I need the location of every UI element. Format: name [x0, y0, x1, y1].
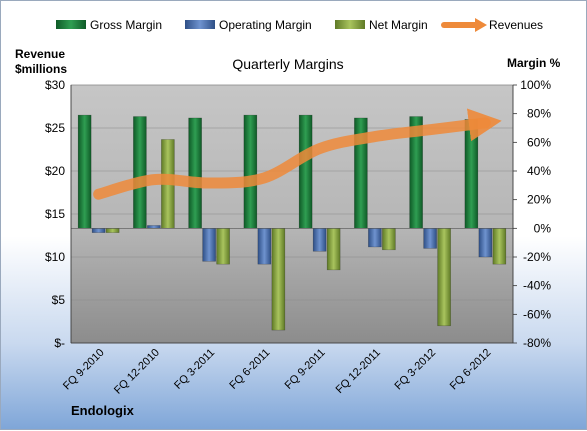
bar-net-margin: [105, 228, 120, 233]
revenue-point: [430, 129, 431, 130]
revenue-point: [209, 183, 210, 184]
bar-gross-margin: [298, 114, 313, 229]
left-tick-label: $15: [45, 207, 65, 221]
chart-title: Quarterly Margins: [232, 56, 343, 72]
left-tick-label: $20: [45, 164, 65, 178]
right-tick-label: -40%: [523, 279, 551, 293]
bar-operating-margin: [368, 228, 382, 248]
revenue-line: [93, 108, 502, 200]
revenue-point: [374, 136, 375, 137]
bar-net-margin: [492, 228, 507, 265]
bar-net-margin: [216, 228, 230, 265]
left-tick-label: $30: [45, 78, 65, 92]
left-tick-label: $10: [45, 250, 65, 264]
right-tick-label: 20%: [527, 193, 551, 207]
right-axis-label: Margin %: [507, 56, 561, 70]
left-tick-label: $-: [54, 336, 65, 350]
bars: [71, 114, 513, 331]
revenue-line-path: [93, 108, 502, 200]
legend-item-revenues: Revenues: [441, 18, 543, 32]
left-axis-label-line1: Revenue: [15, 47, 65, 61]
revenue-point: [264, 177, 265, 178]
bar-operating-margin: [423, 228, 437, 249]
bar-operating-margin: [478, 228, 493, 258]
right-tick-label: -80%: [523, 336, 551, 350]
left-axis: $- $5 $10 $15 $20 $25 $30: [45, 78, 72, 350]
right-tick-label: 40%: [527, 164, 551, 178]
legend-item-net-margin: Net Margin: [335, 18, 428, 32]
revenue-point: [98, 194, 99, 195]
right-tick-label: 60%: [527, 135, 551, 149]
bar-net-margin: [271, 228, 286, 331]
left-tick-label: $5: [52, 293, 66, 307]
x-tick-label: FQ 12-2010: [112, 347, 162, 397]
left-tick-label: $25: [45, 121, 65, 135]
legend-arrow-revenues: [475, 18, 487, 32]
bar-net-margin: [437, 228, 451, 327]
bar-gross-margin: [133, 116, 147, 229]
bar-gross-margin: [77, 114, 92, 229]
legend-swatch-net-margin: [335, 20, 365, 29]
revenue-point: [153, 179, 154, 180]
x-tick-label: FQ 6-2012: [448, 347, 494, 393]
company-label: Endologix: [71, 403, 135, 418]
bar-operating-margin: [91, 228, 106, 233]
x-tick-label: FQ 3-2011: [172, 347, 217, 392]
x-tick-label: FQ 6-2011: [227, 347, 272, 392]
bar-gross-margin: [464, 119, 479, 229]
x-tick-label: FQ 3-2012: [393, 347, 439, 393]
legend-swatch-operating-margin: [185, 20, 215, 29]
legend-label-revenues: Revenues: [489, 18, 543, 32]
x-tick-label: FQ 9-2011: [283, 347, 328, 392]
bar-net-margin: [382, 228, 396, 251]
legend-label-net-margin: Net Margin: [369, 18, 428, 32]
bar-gross-margin: [243, 114, 258, 229]
revenue-point: [319, 148, 320, 149]
legend-label-operating-margin: Operating Margin: [219, 18, 312, 32]
legend-item-gross-margin: Gross Margin: [56, 18, 162, 32]
x-axis: FQ 9-2010 FQ 12-2010 FQ 3-2011 FQ 6-2011 FQ …: [61, 342, 513, 397]
right-tick-label: 0%: [534, 221, 552, 235]
legend: Gross Margin Operating Margin Net Margin…: [56, 18, 543, 32]
right-axis: -80% -60% -40% -20% 0% 20% 40% 60% 80% 100%: [512, 78, 552, 350]
right-tick-label: -20%: [523, 250, 551, 264]
left-axis-label-line2: $millions: [15, 62, 67, 76]
right-tick-label: 100%: [520, 78, 551, 92]
x-tick-label: FQ 12-2011: [334, 347, 383, 396]
bar-operating-margin: [312, 228, 327, 252]
right-tick-label: 80%: [527, 107, 551, 121]
bar-operating-margin: [147, 225, 161, 229]
x-tick-label: FQ 9-2010: [61, 347, 107, 393]
bar-gross-margin: [188, 117, 202, 229]
legend-swatch-gross-margin: [56, 20, 86, 29]
revenue-point: [485, 122, 486, 123]
bar-operating-margin: [202, 228, 216, 262]
right-tick-label: -60%: [523, 307, 551, 321]
bar-net-margin: [326, 228, 341, 271]
legend-label-gross-margin: Gross Margin: [90, 18, 162, 32]
bar-operating-margin: [257, 228, 272, 265]
legend-item-operating-margin: Operating Margin: [185, 18, 312, 32]
